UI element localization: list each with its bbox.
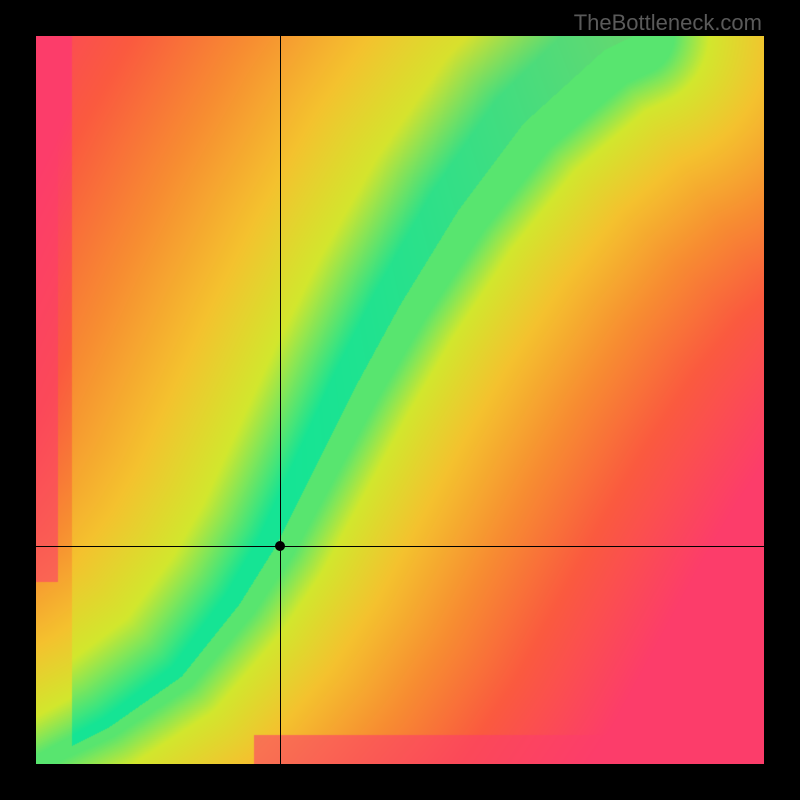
crosshair-horizontal — [36, 546, 764, 547]
heatmap-canvas — [36, 36, 764, 764]
watermark-label: TheBottleneck.com — [574, 10, 762, 36]
crosshair-marker — [275, 541, 285, 551]
heatmap-plot — [36, 36, 764, 764]
crosshair-vertical — [280, 36, 281, 764]
